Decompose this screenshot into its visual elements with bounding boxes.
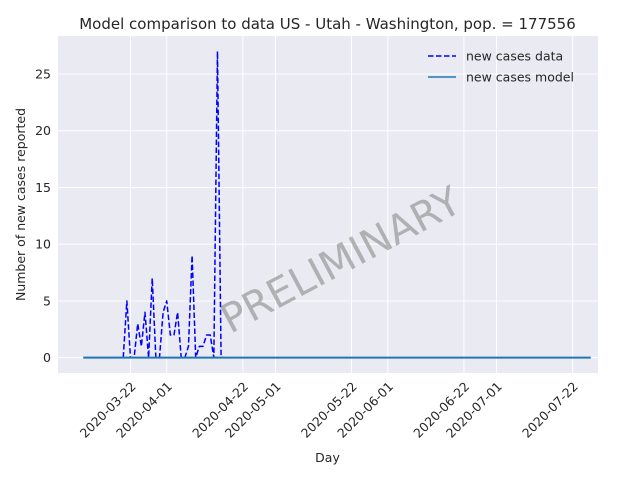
y-tick-labels: 0 5 10 15 20 25 (35, 67, 51, 366)
legend-label-data: new cases data (466, 49, 563, 64)
series-layer (83, 50, 591, 359)
y-tick-label: 25 (35, 67, 51, 82)
series-line-data (83, 50, 225, 359)
y-tick-label: 15 (35, 180, 51, 195)
x-axis-label: Day (315, 450, 340, 465)
grid-lines (58, 36, 598, 373)
y-tick-label: 0 (43, 350, 51, 365)
y-tick-label: 10 (35, 237, 51, 252)
y-tick-label: 5 (43, 293, 51, 308)
x-tick-label: 2020-07-22 (519, 379, 581, 441)
plot-area (58, 36, 598, 373)
legend-label-model: new cases model (466, 70, 574, 85)
legend: new cases data new cases model (428, 49, 574, 85)
y-tick-label: 20 (35, 123, 51, 138)
y-axis-label: Number of new cases reported (13, 108, 28, 301)
chart-title: Model comparison to data US - Utah - Was… (79, 15, 576, 33)
